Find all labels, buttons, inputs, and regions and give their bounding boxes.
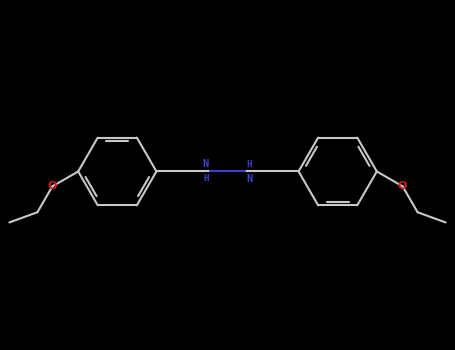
Text: H: H [204,174,209,183]
Text: N: N [246,174,252,184]
Text: N: N [203,159,209,169]
Text: O: O [398,181,407,191]
Text: H: H [246,160,251,169]
Text: O: O [48,181,57,191]
